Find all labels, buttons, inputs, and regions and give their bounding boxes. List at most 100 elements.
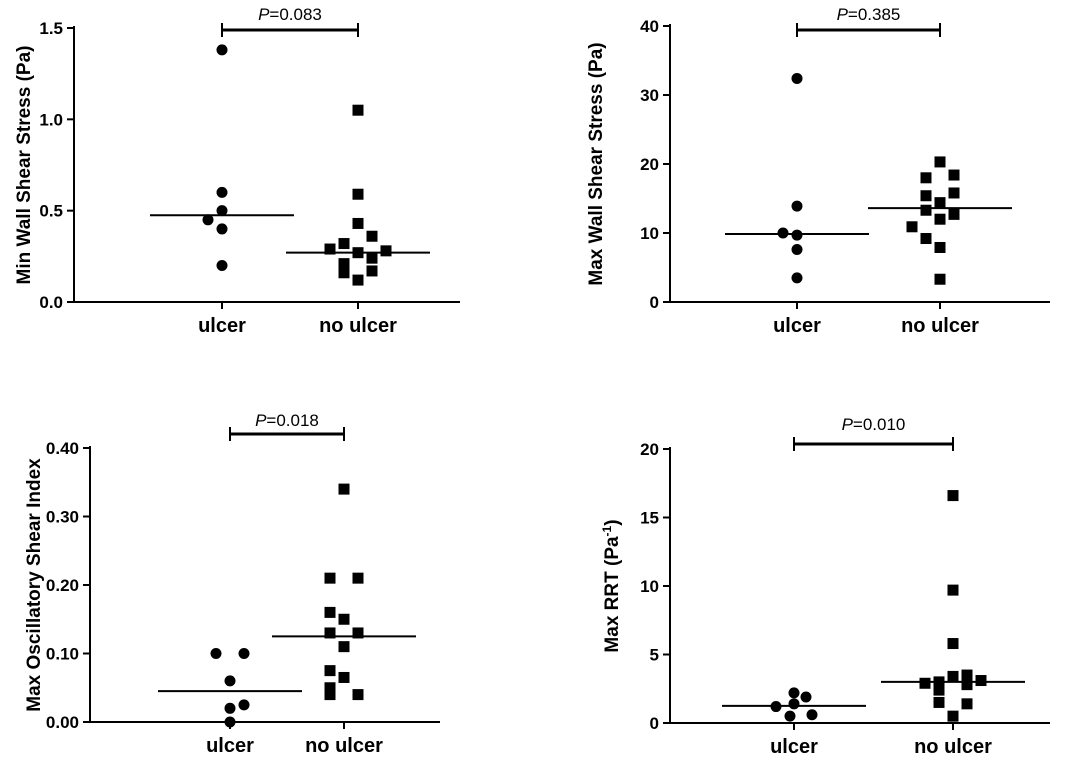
y-tick-label: 10 <box>640 577 659 596</box>
data-point-square <box>324 689 336 701</box>
y-tick-label: 20 <box>640 440 659 459</box>
data-point-circle <box>216 186 228 198</box>
data-point-square <box>948 208 960 220</box>
data-point-square <box>948 187 960 199</box>
data-point-circle <box>224 702 236 714</box>
data-point-circle <box>788 687 800 699</box>
data-point-circle <box>216 259 228 271</box>
data-point-square <box>947 710 959 722</box>
data-point-circle <box>791 244 803 256</box>
y-tick-label: 0 <box>650 714 659 733</box>
data-point-square <box>352 627 364 639</box>
y-tick-label: 5 <box>650 646 659 665</box>
y-tick-label: 0 <box>650 293 659 312</box>
data-point-square <box>352 188 364 200</box>
x-tick-label: no ulcer <box>305 735 383 757</box>
data-point-circle <box>224 675 236 687</box>
data-point-square <box>366 252 378 264</box>
data-point-square <box>920 204 932 216</box>
data-point-square <box>934 197 946 209</box>
data-point-square <box>920 233 932 245</box>
panel-max-rrt: 0 5 10 15 20 ulcer no ulcer Max RRT (Pa-1) P=0.0… <box>600 415 1050 757</box>
panel-min-wss: 0.0 0.5 1.0 1.5 ulcer no ulcer Min Wall Shear … <box>14 5 460 337</box>
y-tick-label: 0.10 <box>46 645 79 664</box>
data-point-square <box>919 677 931 689</box>
data-point-square <box>352 104 364 116</box>
y-tick-label: 30 <box>640 86 659 105</box>
data-point-circle <box>788 698 800 710</box>
data-point-circle <box>216 44 228 56</box>
x-tick-label: ulcer <box>773 315 821 337</box>
data-point-circle <box>791 272 803 284</box>
data-point-circle <box>238 699 250 711</box>
data-point-square <box>338 267 350 279</box>
data-point-square <box>324 665 336 677</box>
x-tick-label: ulcer <box>198 315 246 337</box>
y-axis-label: Max RRT (Pa-1) <box>600 519 623 652</box>
data-point-square <box>906 221 918 233</box>
x-tick-label: ulcer <box>206 735 254 757</box>
data-point-circle <box>210 648 222 659</box>
data-point-square <box>338 613 350 625</box>
data-point-square <box>947 670 959 682</box>
data-point-square <box>933 684 945 696</box>
x-tick-label: no ulcer <box>914 736 992 757</box>
data-point-square <box>961 679 973 691</box>
p-value-label: P=0.010 <box>842 415 906 434</box>
data-point-square <box>338 483 350 495</box>
data-point-circle <box>238 648 250 659</box>
y-tick-label: 1.5 <box>39 19 63 38</box>
data-point-square <box>338 671 350 683</box>
data-point-square <box>947 638 959 650</box>
data-point-square <box>947 584 959 596</box>
y-axis-label: Min Wall Shear Stress (Pa) <box>14 46 35 285</box>
data-point-square <box>934 213 946 225</box>
data-point-square <box>324 627 336 639</box>
data-point-circle <box>791 229 803 241</box>
data-point-square <box>338 258 350 270</box>
p-value-label: P=0.083 <box>258 5 322 24</box>
data-point-square <box>933 696 945 708</box>
data-point-square <box>352 274 364 286</box>
data-point-circle <box>224 716 236 728</box>
y-tick-label: 10 <box>640 224 659 243</box>
y-axis-label: Max Oscillatory Shear Index <box>24 458 45 712</box>
p-value-label: P=0.385 <box>837 5 901 24</box>
data-point-circle <box>216 205 228 217</box>
data-point-square <box>324 606 336 618</box>
data-point-square <box>948 169 960 181</box>
x-tick-label: no ulcer <box>319 315 397 337</box>
data-point-square <box>961 669 973 681</box>
data-point-square <box>934 241 946 253</box>
data-point-square <box>324 243 336 255</box>
y-tick-label: 15 <box>640 509 659 528</box>
data-point-circle <box>777 227 789 239</box>
data-point-square <box>934 273 946 285</box>
data-point-circle <box>800 691 812 703</box>
data-point-circle <box>791 72 803 84</box>
data-point-square <box>961 698 973 710</box>
y-tick-label: 40 <box>640 17 659 36</box>
data-point-square <box>380 245 392 257</box>
y-axis-label: Max Wall Shear Stress (Pa) <box>586 42 607 285</box>
data-point-square <box>352 572 364 584</box>
y-tick-label: 0.20 <box>46 576 79 595</box>
y-tick-label: 1.0 <box>39 110 63 129</box>
x-tick-label: ulcer <box>770 736 818 757</box>
data-point-circle <box>216 223 228 235</box>
data-point-square <box>366 265 378 277</box>
data-point-square <box>975 675 987 687</box>
data-point-circle <box>202 214 214 226</box>
data-point-square <box>338 238 350 250</box>
data-point-square <box>947 490 959 502</box>
y-tick-label: 0.0 <box>39 293 63 312</box>
data-point-square <box>366 230 378 242</box>
data-point-square <box>352 689 364 701</box>
x-tick-label: no ulcer <box>901 315 979 337</box>
y-tick-label: 0.5 <box>39 202 63 221</box>
data-point-circle <box>791 200 803 212</box>
panel-max-osi: 0.00 0.10 0.20 0.30 0.40 ulcer no ulcer Max Osc… <box>24 411 440 757</box>
y-tick-label: 0.30 <box>46 508 79 527</box>
data-point-circle <box>784 710 796 722</box>
